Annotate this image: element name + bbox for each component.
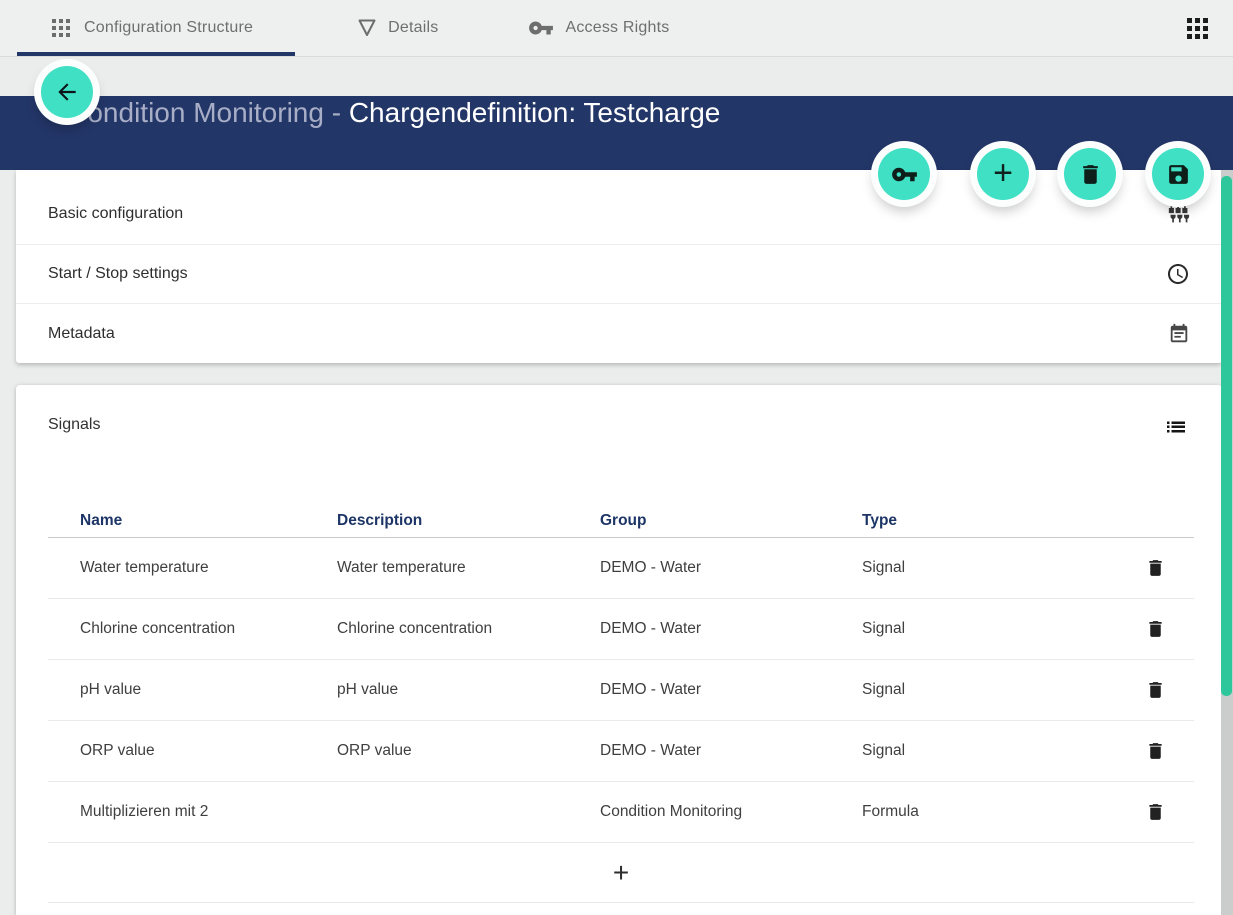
delete-row-button[interactable] — [1141, 615, 1170, 644]
signal-list-button[interactable] — [1162, 413, 1190, 441]
tab-details[interactable]: Details — [357, 18, 438, 38]
trash-icon — [1145, 619, 1166, 640]
save-icon — [1166, 162, 1191, 187]
tab-access-rights[interactable]: Access Rights — [528, 15, 669, 41]
table-row[interactable]: Chlorine concentration Chlorine concentr… — [48, 599, 1194, 660]
trash-icon — [1145, 558, 1166, 579]
cell-type: Signal — [862, 742, 906, 759]
cell-type: Formula — [862, 803, 919, 820]
section-metadata[interactable]: Metadata — [16, 304, 1222, 363]
scrollbar-thumb[interactable] — [1221, 176, 1232, 696]
trash-icon — [1145, 680, 1166, 701]
cell-group: Condition Monitoring — [600, 803, 743, 820]
signals-table: Name Description Group Type Water temper… — [48, 505, 1194, 903]
page-title-main: Chargendefinition: Testcharge — [348, 96, 721, 128]
column-header-type: Type — [862, 512, 898, 529]
clock-icon — [1166, 262, 1190, 286]
plus-icon: + — [993, 153, 1013, 192]
key-icon — [528, 15, 554, 41]
trash-icon — [1078, 162, 1103, 187]
tab-label: Access Rights — [565, 19, 670, 36]
cell-description: pH value — [337, 681, 399, 698]
add-signal-row: + — [48, 843, 1194, 903]
delete-row-button[interactable] — [1141, 676, 1170, 705]
delete-row-button[interactable] — [1141, 798, 1170, 827]
section-label: Start / Stop settings — [48, 265, 188, 282]
arrow-left-icon — [54, 79, 80, 105]
section-label: Basic configuration — [48, 205, 184, 222]
cell-group: DEMO - Water — [600, 681, 702, 698]
cell-name: Multiplizieren mit 2 — [80, 803, 209, 820]
page-title-context: Condition Monitoring - — [67, 96, 349, 128]
table-row[interactable]: Multiplizieren mit 2 Condition Monitorin… — [48, 782, 1194, 843]
add-signal-button[interactable]: + — [612, 856, 630, 888]
signals-header: Signals — [16, 385, 1222, 505]
cell-description: Water temperature — [337, 559, 466, 576]
column-header-description: Description — [337, 512, 423, 529]
tab-label: Configuration Structure — [84, 19, 254, 36]
top-tab-bar: Configuration Structure Details Access R… — [0, 0, 1233, 57]
key-icon — [891, 161, 918, 188]
active-tab-underline — [17, 52, 295, 56]
scrollbar-track[interactable] — [1221, 170, 1233, 915]
signals-card: Signals Name Description Group Type Wate… — [16, 385, 1222, 915]
configuration-sections-card: Basic configuration Start / Stop setting… — [16, 170, 1222, 363]
cell-group: DEMO - Water — [600, 620, 702, 637]
signals-title: Signals — [48, 416, 101, 433]
cell-name: ORP value — [80, 742, 155, 759]
column-header-group: Group — [600, 512, 647, 529]
add-fab[interactable]: + — [977, 148, 1029, 200]
sliders-icon — [1168, 203, 1190, 225]
tab-label: Details — [388, 19, 439, 36]
cell-group: DEMO - Water — [600, 742, 702, 759]
table-header-row: Name Description Group Type — [48, 505, 1194, 538]
back-button[interactable] — [41, 66, 93, 118]
trash-icon — [1145, 741, 1166, 762]
column-header-name: Name — [80, 512, 123, 529]
section-start-stop-settings[interactable]: Start / Stop settings — [16, 245, 1222, 304]
cell-type: Signal — [862, 559, 906, 576]
cell-name: pH value — [80, 681, 142, 698]
cell-name: Water temperature — [80, 559, 209, 576]
cell-group: DEMO - Water — [600, 559, 702, 576]
table-row[interactable]: ORP value ORP value DEMO - Water Signal — [48, 721, 1194, 782]
section-basic-configuration[interactable]: Basic configuration — [16, 170, 1222, 245]
save-fab[interactable] — [1152, 148, 1204, 200]
table-row[interactable]: pH value pH value DEMO - Water Signal — [48, 660, 1194, 721]
page-header: Condition Monitoring - Chargendefinition… — [0, 96, 1233, 170]
cell-name: Chlorine concentration — [80, 620, 236, 637]
calendar-icon — [1168, 323, 1190, 345]
cell-type: Signal — [862, 681, 906, 698]
cell-description: Chlorine concentration — [337, 620, 493, 637]
cell-description: ORP value — [337, 742, 412, 759]
access-rights-fab[interactable] — [878, 148, 930, 200]
funnel-icon — [357, 18, 377, 38]
tab-configuration-structure[interactable]: Configuration Structure — [52, 19, 253, 37]
grid-icon — [52, 19, 70, 37]
section-label: Metadata — [48, 324, 115, 342]
apps-grid-icon[interactable] — [1187, 17, 1208, 39]
table-row[interactable]: Water temperature Water temperature DEMO… — [48, 538, 1194, 599]
cell-type: Signal — [862, 620, 906, 637]
delete-row-button[interactable] — [1141, 554, 1170, 583]
delete-row-button[interactable] — [1141, 737, 1170, 766]
delete-fab[interactable] — [1064, 148, 1116, 200]
trash-icon — [1145, 802, 1166, 823]
list-icon — [1164, 415, 1188, 439]
page-title: Condition Monitoring - Chargendefinition… — [36, 64, 720, 161]
